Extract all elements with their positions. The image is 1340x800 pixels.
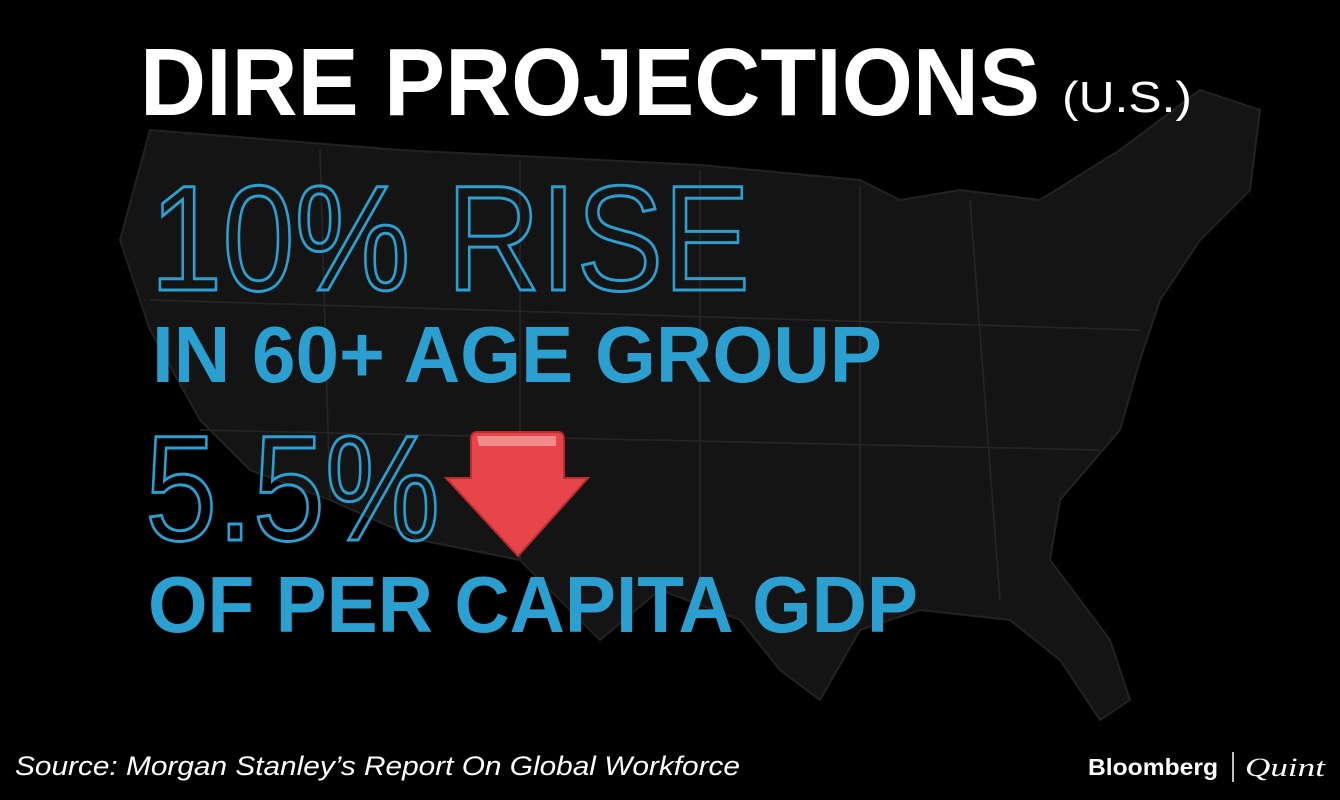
source: Source: Morgan Stanley’s Report On Globa… xyxy=(15,751,740,781)
headline: 5.5% xyxy=(145,404,440,572)
detail: OF PER CAPITA GDP xyxy=(148,560,918,649)
us-map-silhouette xyxy=(118,88,1262,722)
brand: Quint xyxy=(1245,753,1326,782)
down-arrow xyxy=(443,431,591,558)
title: DIRE PROJECTIONS xyxy=(140,29,1040,136)
region: (U.S.) xyxy=(1062,73,1192,122)
headline: 10% RISE xyxy=(150,154,750,322)
state-borders xyxy=(149,149,1141,620)
brand: Bloomberg xyxy=(1088,754,1218,780)
detail: IN 60+ AGE GROUP xyxy=(152,310,882,399)
